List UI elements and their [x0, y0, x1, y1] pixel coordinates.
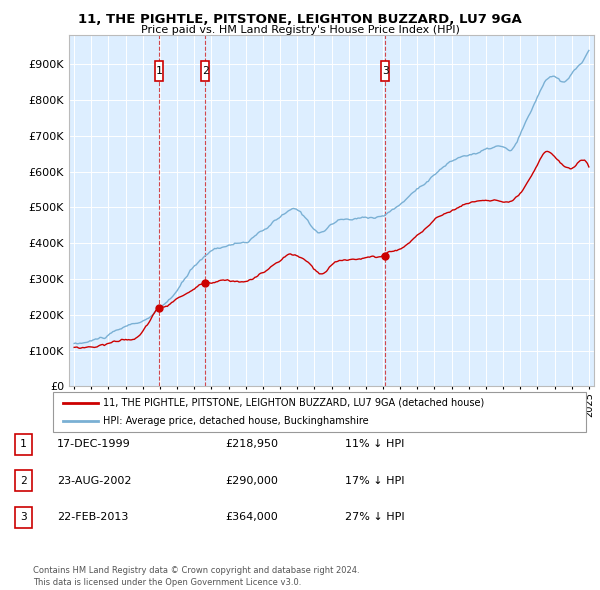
FancyBboxPatch shape — [155, 61, 163, 81]
Text: 11, THE PIGHTLE, PITSTONE, LEIGHTON BUZZARD, LU7 9GA: 11, THE PIGHTLE, PITSTONE, LEIGHTON BUZZ… — [78, 13, 522, 26]
Text: 2: 2 — [202, 66, 209, 76]
FancyBboxPatch shape — [382, 61, 389, 81]
Text: £290,000: £290,000 — [225, 476, 278, 486]
Text: Price paid vs. HM Land Registry's House Price Index (HPI): Price paid vs. HM Land Registry's House … — [140, 25, 460, 35]
Text: £218,950: £218,950 — [225, 440, 278, 449]
Text: HPI: Average price, detached house, Buckinghamshire: HPI: Average price, detached house, Buck… — [103, 416, 369, 426]
Text: 3: 3 — [20, 513, 27, 522]
Text: 11% ↓ HPI: 11% ↓ HPI — [345, 440, 404, 449]
Text: 11, THE PIGHTLE, PITSTONE, LEIGHTON BUZZARD, LU7 9GA (detached house): 11, THE PIGHTLE, PITSTONE, LEIGHTON BUZZ… — [103, 398, 485, 408]
Text: £364,000: £364,000 — [225, 513, 278, 522]
Text: 23-AUG-2002: 23-AUG-2002 — [57, 476, 131, 486]
Text: 2: 2 — [20, 476, 27, 486]
Text: 1: 1 — [156, 66, 163, 76]
Text: Contains HM Land Registry data © Crown copyright and database right 2024.
This d: Contains HM Land Registry data © Crown c… — [33, 566, 359, 587]
Text: 17-DEC-1999: 17-DEC-1999 — [57, 440, 131, 449]
Text: 22-FEB-2013: 22-FEB-2013 — [57, 513, 128, 522]
FancyBboxPatch shape — [202, 61, 209, 81]
Text: 17% ↓ HPI: 17% ↓ HPI — [345, 476, 404, 486]
Text: 3: 3 — [382, 66, 389, 76]
Text: 1: 1 — [20, 440, 27, 449]
Text: 27% ↓ HPI: 27% ↓ HPI — [345, 513, 404, 522]
